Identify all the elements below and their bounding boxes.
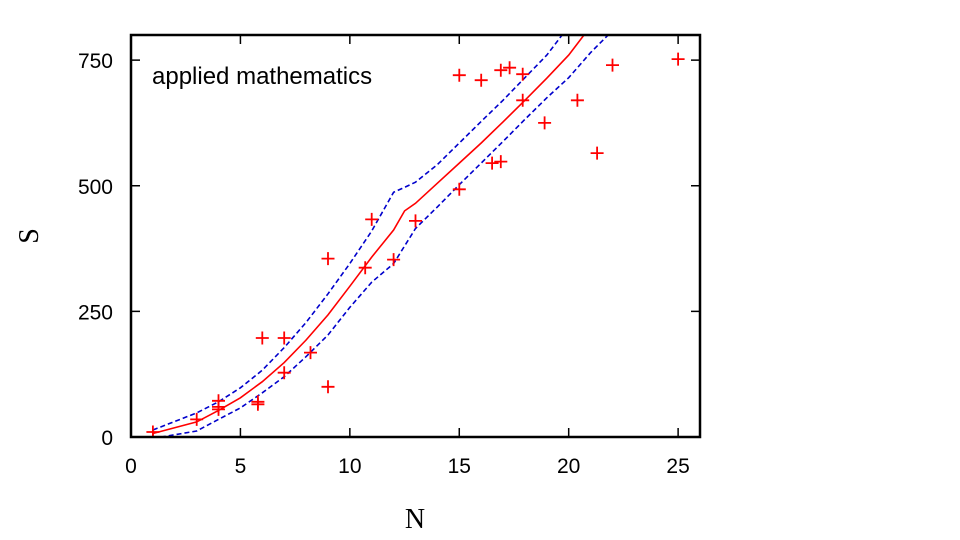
x-tick-label: 15 [448, 455, 471, 478]
data-point-marker [277, 331, 291, 345]
data-point-marker [606, 58, 619, 72]
data-point-marker [321, 252, 335, 266]
y-axis-title: S [14, 228, 45, 244]
data-point-marker [452, 182, 466, 196]
confidence-bound-line [152, 35, 563, 431]
data-point-marker [503, 61, 517, 75]
x-tick-label: 25 [666, 455, 689, 478]
data-point-marker [452, 68, 466, 82]
data-point-marker [387, 253, 401, 267]
data-point-marker [570, 93, 584, 107]
y-tick-label: 0 [101, 427, 113, 450]
plot-frame [129, 33, 702, 439]
y-tick-label: 250 [78, 301, 113, 324]
plot-data-layer [146, 35, 685, 437]
data-point-marker [494, 63, 508, 77]
data-point-marker [474, 73, 488, 87]
data-point-marker [590, 146, 604, 160]
data-point-marker [304, 346, 317, 360]
data-point-marker [321, 380, 335, 394]
y-tick-label: 500 [78, 176, 113, 199]
x-tick-label: 20 [557, 455, 580, 478]
data-point-marker [494, 155, 508, 169]
data-point-marker [190, 412, 204, 426]
data-point-marker [516, 93, 530, 107]
data-point-marker [485, 156, 499, 170]
data-point-marker [255, 331, 269, 345]
x-tick-label: 0 [125, 455, 137, 478]
x-axis-title: N [405, 504, 425, 535]
confidence-bound-line [156, 35, 609, 437]
data-point-marker [358, 261, 372, 275]
data-point-marker [251, 397, 265, 411]
y-tick-label: 750 [78, 50, 113, 73]
data-point-marker [212, 394, 225, 408]
data-point-marker [277, 366, 291, 380]
fit-line [152, 35, 585, 435]
data-point-marker [516, 67, 530, 81]
chart-annotation: applied mathematics [152, 63, 372, 90]
data-point-marker [671, 52, 685, 66]
data-point-marker [409, 214, 422, 228]
x-tick-label: 10 [338, 455, 361, 478]
data-point-marker [538, 116, 552, 130]
data-point-marker [365, 212, 379, 226]
x-tick-label: 5 [235, 455, 247, 478]
